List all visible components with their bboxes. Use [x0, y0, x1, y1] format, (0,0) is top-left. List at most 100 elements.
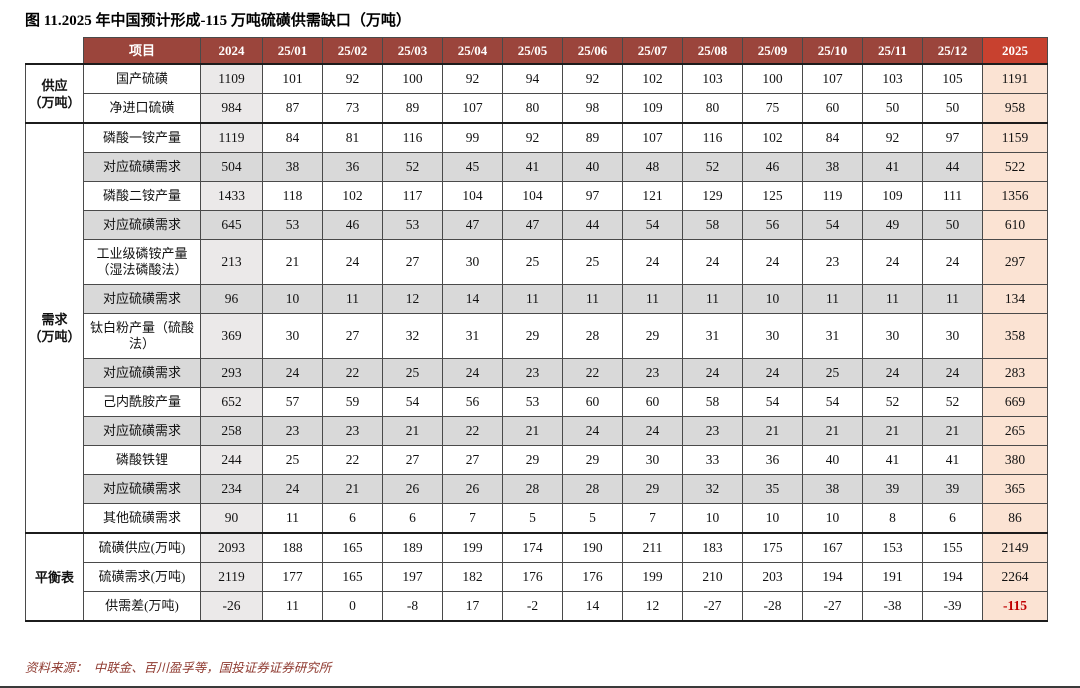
value-cell: 10 [742, 503, 803, 534]
value-cell: 11 [262, 591, 323, 622]
value-cell: 24 [682, 239, 743, 285]
value-cell: 213 [200, 239, 263, 285]
value-cell: 94 [502, 63, 563, 94]
value-cell: 50 [922, 210, 983, 240]
value-cell: 24 [682, 358, 743, 388]
col-header: 25/09 [742, 37, 803, 65]
value-cell: 103 [682, 63, 743, 94]
table-row: 对应硫磺需求 96 10 11 12 14 11 11 11 11 10 11 11 11 134 [26, 284, 1048, 314]
value-cell: 11 [622, 284, 683, 314]
value-cell: 118 [262, 181, 323, 211]
col-header: 25/04 [442, 37, 503, 65]
value-cell: 0 [322, 591, 383, 622]
row-label: 对应硫磺需求 [83, 416, 201, 446]
value-cell: 5 [502, 503, 563, 534]
value-cell: 22 [322, 445, 383, 475]
value-cell: 174 [502, 532, 563, 563]
row-label: 磷酸二铵产量 [83, 181, 201, 211]
value-cell: 194 [802, 562, 863, 592]
value-cell: 44 [562, 210, 623, 240]
value-cell: 21 [322, 474, 383, 504]
value-cell: 36 [742, 445, 803, 475]
value-cell: 47 [442, 210, 503, 240]
value-cell: 610 [982, 210, 1048, 240]
value-cell: 167 [802, 532, 863, 563]
value-cell: 10 [262, 284, 323, 314]
col-header: 25/08 [682, 37, 743, 65]
value-cell: 25 [262, 445, 323, 475]
value-cell: 7 [622, 503, 683, 534]
col-header: 25/05 [502, 37, 563, 65]
value-cell: 81 [322, 122, 383, 153]
value-cell: 23 [262, 416, 323, 446]
table-row: 钛白粉产量（硫酸法） 369 30 27 32 31 29 28 29 31 30 31 30 30 358 [26, 313, 1048, 359]
value-cell: 2264 [982, 562, 1048, 592]
value-cell: 199 [442, 532, 503, 563]
value-cell: 11 [322, 284, 383, 314]
row-label: 对应硫磺需求 [83, 152, 201, 182]
value-cell: 47 [502, 210, 563, 240]
value-cell: 26 [442, 474, 503, 504]
value-cell: 10 [802, 503, 863, 534]
value-cell: 73 [322, 93, 383, 124]
value-cell: 25 [382, 358, 443, 388]
value-cell: 10 [742, 284, 803, 314]
col-header: 25/10 [802, 37, 863, 65]
value-cell: 23 [502, 358, 563, 388]
value-cell: -39 [922, 591, 983, 622]
value-cell: 645 [200, 210, 263, 240]
col-header: 25/07 [622, 37, 683, 65]
value-cell: 89 [562, 122, 623, 153]
value-cell: 134 [982, 284, 1048, 314]
value-cell: 84 [802, 122, 863, 153]
row-label: 供需差(万吨) [83, 591, 201, 622]
value-cell: 92 [502, 122, 563, 153]
table-row: 净进口硫磺 984 87 73 89 107 80 98 109 80 75 60 50 50 958 [26, 93, 1048, 124]
value-cell: 652 [200, 387, 263, 417]
value-cell: 29 [502, 313, 563, 359]
group-label: 需求 （万吨） [25, 122, 84, 534]
value-cell: 52 [382, 152, 443, 182]
value-cell: 80 [502, 93, 563, 124]
table-head: 项目 2024 25/01 25/02 25/03 25/04 25/05 25/06 25/0… [25, 37, 1048, 65]
value-cell: 6 [922, 503, 983, 534]
report-figure: 图 11.2025 年中国预计形成-115 万吨硫磺供需缺口（万吨） 项目 202… [0, 13, 1080, 688]
row-label: 其他硫磺需求 [83, 503, 201, 534]
row-label: 对应硫磺需求 [83, 210, 201, 240]
value-cell: 53 [382, 210, 443, 240]
value-cell: 92 [442, 63, 503, 94]
table-row: 对应硫磺需求 645 53 46 53 47 47 44 54 58 56 54 49 50 610 [26, 210, 1048, 240]
value-cell: 48 [622, 152, 683, 182]
value-cell: 203 [742, 562, 803, 592]
value-cell: 522 [982, 152, 1048, 182]
value-cell: 30 [442, 239, 503, 285]
row-label: 磷酸一铵产量 [83, 122, 201, 153]
value-cell: 177 [262, 562, 323, 592]
value-cell: 125 [742, 181, 803, 211]
row-label: 硫磺供应(万吨) [83, 532, 201, 563]
value-cell: 46 [742, 152, 803, 182]
value-cell: -8 [382, 591, 443, 622]
value-cell: 1433 [200, 181, 263, 211]
value-cell: 11 [682, 284, 743, 314]
footer: 资料来源： 中联金、百川盈孚等，国投证券证券研究所 [0, 657, 1080, 688]
value-cell: 101 [262, 63, 323, 94]
value-cell: 41 [502, 152, 563, 182]
value-cell: 11 [862, 284, 923, 314]
value-cell: 54 [802, 387, 863, 417]
value-cell: 29 [502, 445, 563, 475]
value-cell: 14 [442, 284, 503, 314]
table-row: 平衡表 硫磺供应(万吨) 2093 188 165 189 199 174 190 211 183 1… [25, 532, 1048, 622]
value-cell: 1356 [982, 181, 1048, 211]
figure-title-text: 2025 年中国预计形成-115 万吨硫磺供需缺口（万吨） [61, 13, 411, 29]
value-cell: 358 [982, 313, 1048, 359]
value-cell: 109 [622, 93, 683, 124]
value-cell: 21 [382, 416, 443, 446]
value-cell: 116 [382, 122, 443, 153]
col-header: 25/03 [382, 37, 443, 65]
value-cell: 24 [922, 239, 983, 285]
value-cell: 40 [802, 445, 863, 475]
value-cell: 380 [982, 445, 1048, 475]
value-cell: 21 [742, 416, 803, 446]
value-cell: 104 [502, 181, 563, 211]
